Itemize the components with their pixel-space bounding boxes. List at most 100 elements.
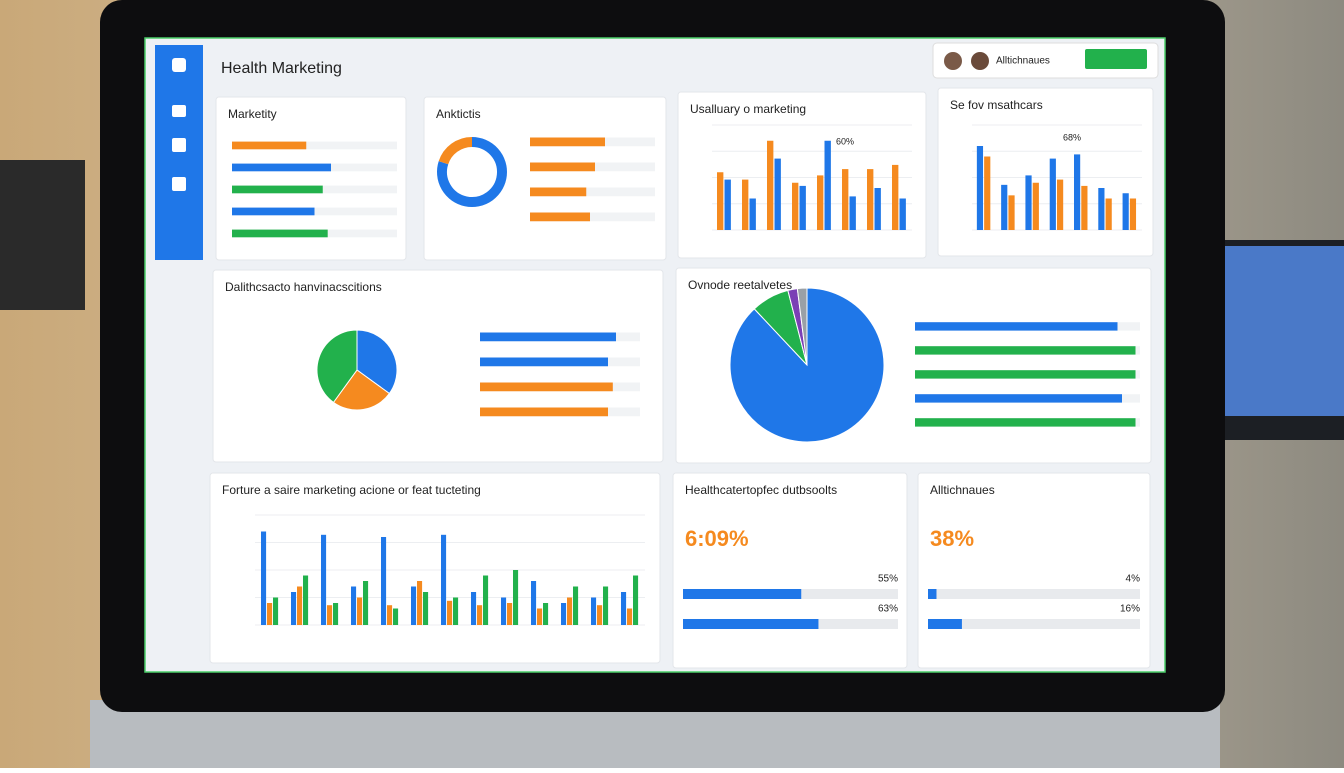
avatar[interactable] (971, 52, 989, 70)
bar (530, 162, 595, 172)
donut-segment (437, 137, 507, 207)
bar (717, 172, 724, 230)
progress-label: 4% (1126, 574, 1141, 585)
bar (874, 188, 881, 230)
bar (1032, 182, 1039, 230)
bar (1129, 198, 1137, 230)
bar-track (530, 187, 655, 197)
bar (477, 605, 483, 625)
bar (357, 597, 363, 625)
bar (817, 175, 824, 230)
bar (683, 619, 819, 629)
bar (393, 608, 399, 625)
bar (480, 332, 616, 342)
bar (1008, 195, 1015, 230)
user-name[interactable]: Alltichnaues (996, 56, 1050, 67)
bar (561, 603, 567, 625)
bar (1081, 185, 1088, 230)
bar (381, 537, 387, 625)
bar (1057, 179, 1064, 230)
bar (1105, 198, 1112, 230)
bar (530, 187, 587, 197)
avatar[interactable] (944, 52, 962, 70)
panel (209, 472, 661, 664)
bar (621, 592, 627, 625)
kpi: 38% (930, 526, 974, 551)
bar (232, 185, 323, 194)
sidebar (155, 45, 203, 260)
pie-slice (332, 369, 391, 411)
bar (1074, 154, 1081, 230)
bar (591, 597, 597, 625)
panel-title: Marketity (228, 107, 277, 121)
bar (441, 534, 447, 625)
bar (1098, 188, 1105, 230)
panel-title: Se fov msathcars (950, 98, 1043, 112)
bar (423, 592, 429, 625)
bar (683, 589, 802, 599)
bar-track (928, 589, 1140, 599)
bar (915, 322, 1118, 331)
progress-label: 55% (878, 574, 898, 585)
bar (976, 146, 984, 230)
bar (799, 185, 806, 230)
panel-title: Anktictis (436, 107, 481, 121)
bar (984, 156, 991, 230)
bar (627, 608, 633, 625)
bar (573, 586, 579, 625)
nav-icon[interactable] (172, 105, 186, 117)
bar (915, 394, 1122, 403)
pie-slice (796, 287, 808, 366)
annotation: 60% (836, 136, 854, 146)
bar (531, 581, 537, 625)
bar (537, 608, 543, 625)
bar (543, 603, 549, 625)
bar (915, 370, 1136, 379)
pie-slice (316, 329, 358, 404)
bar (792, 182, 799, 230)
panel (917, 472, 1151, 669)
bar (867, 169, 874, 230)
bar (633, 575, 639, 625)
donut-segment (438, 137, 473, 165)
bar (1001, 184, 1008, 230)
bar (333, 603, 339, 625)
bar (824, 140, 831, 230)
nav-icon[interactable] (172, 177, 186, 191)
bar (742, 179, 749, 230)
bar (1025, 175, 1032, 230)
progress-label: 16% (1120, 604, 1140, 615)
bar (480, 407, 608, 417)
nav-icon[interactable] (172, 58, 186, 72)
panel (672, 472, 908, 669)
panel-title: Alltichnaues (930, 483, 995, 497)
bar (291, 592, 297, 625)
bar (303, 575, 309, 625)
bar (513, 570, 519, 625)
bar (849, 196, 856, 230)
nav-icon[interactable] (172, 138, 186, 152)
bg-screen (1218, 246, 1344, 416)
panel-title: Usalluary o marketing (690, 102, 806, 116)
annotation: 68% (1063, 132, 1081, 142)
bar (261, 531, 267, 625)
bar (232, 207, 315, 216)
panel (215, 96, 407, 261)
bar (232, 163, 331, 172)
panel-title: Healthcatertopfec dutbsoolts (685, 483, 837, 497)
bar (471, 592, 477, 625)
kpi: 6:09% (685, 526, 749, 551)
bar (928, 589, 937, 599)
bar (480, 382, 613, 392)
action-button[interactable] (1085, 49, 1147, 69)
bar (453, 597, 459, 625)
bar (928, 619, 962, 629)
bar (915, 346, 1136, 355)
bar (842, 169, 849, 230)
bar (363, 581, 369, 625)
bar (232, 229, 328, 238)
bar (774, 158, 781, 230)
panel (677, 91, 927, 259)
bar (1122, 193, 1129, 230)
